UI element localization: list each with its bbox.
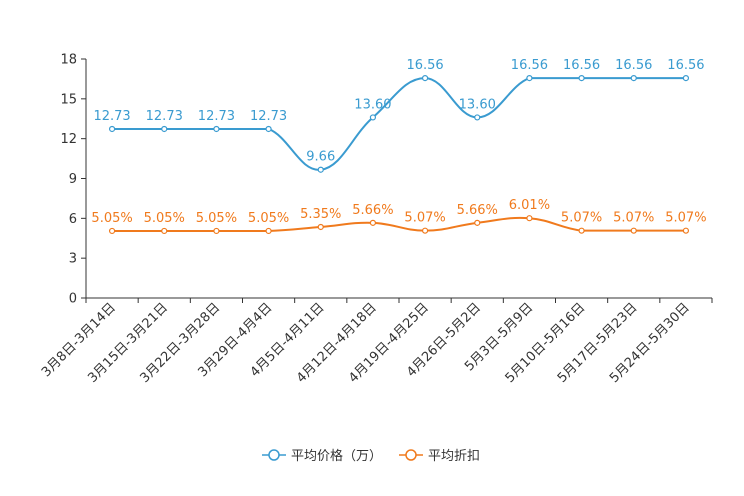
data-point bbox=[421, 227, 429, 234]
data-label: 12.73 bbox=[250, 109, 287, 124]
y-tick-label: 15 bbox=[60, 92, 77, 107]
data-label: 5.66% bbox=[457, 203, 498, 218]
data-point bbox=[213, 125, 220, 133]
data-label: 5.07% bbox=[613, 211, 654, 226]
data-label: 13.60 bbox=[459, 97, 496, 112]
data-label: 16.56 bbox=[615, 58, 652, 73]
y-tick-label: 3 bbox=[69, 252, 77, 267]
data-label: 16.56 bbox=[406, 58, 443, 73]
y-tick-label: 0 bbox=[69, 292, 77, 307]
data-label: 5.05% bbox=[91, 211, 132, 226]
data-label: 5.05% bbox=[196, 211, 237, 226]
legend-marker bbox=[268, 449, 280, 461]
data-label: 6.01% bbox=[509, 198, 550, 213]
data-point bbox=[682, 227, 690, 234]
data-point bbox=[213, 227, 220, 235]
data-point bbox=[474, 219, 481, 226]
data-point bbox=[317, 223, 324, 231]
data-point bbox=[474, 114, 481, 121]
series-lines bbox=[112, 77, 686, 232]
data-point bbox=[578, 75, 585, 82]
data-label: 5.07% bbox=[404, 211, 445, 226]
y-tick-label: 12 bbox=[60, 132, 77, 147]
data-label: 5.66% bbox=[352, 203, 393, 218]
data-point bbox=[265, 125, 272, 133]
data-point bbox=[108, 227, 116, 235]
data-point bbox=[161, 227, 168, 235]
data-point bbox=[265, 227, 272, 235]
data-point bbox=[682, 75, 690, 82]
data-label: 16.56 bbox=[511, 58, 548, 73]
legend-label: 平均价格（万） bbox=[291, 448, 382, 464]
data-label: 12.73 bbox=[93, 109, 130, 124]
y-tick-label: 9 bbox=[69, 172, 77, 187]
data-label: 12.73 bbox=[198, 109, 235, 124]
data-point bbox=[421, 75, 429, 82]
data-point bbox=[108, 125, 116, 133]
data-point bbox=[526, 215, 533, 222]
data-label: 16.56 bbox=[667, 58, 704, 73]
data-point bbox=[526, 75, 533, 82]
data-point bbox=[317, 166, 324, 173]
y-tick-label: 18 bbox=[60, 53, 77, 68]
legend: 平均价格（万） 平均折扣 bbox=[262, 448, 480, 464]
data-point bbox=[630, 75, 637, 82]
data-point bbox=[369, 114, 377, 121]
data-label: 16.56 bbox=[563, 58, 600, 73]
y-tick-label: 6 bbox=[69, 212, 77, 227]
data-point bbox=[369, 219, 377, 226]
series-points bbox=[108, 75, 690, 235]
data-label: 5.05% bbox=[144, 211, 185, 226]
series-labels: 12.73 12.73 12.73 12.73 9.66 13.60 16.56 13.60 1… bbox=[91, 58, 706, 226]
data-label: 5.07% bbox=[665, 211, 706, 226]
data-point bbox=[578, 227, 585, 234]
data-label: 5.05% bbox=[248, 211, 289, 226]
data-label: 13.60 bbox=[354, 97, 391, 112]
legend-label: 平均折扣 bbox=[428, 449, 480, 464]
legend-marker bbox=[405, 449, 417, 461]
data-label: 5.07% bbox=[561, 211, 602, 226]
data-label: 12.73 bbox=[146, 109, 183, 124]
series-line-1 bbox=[112, 216, 686, 232]
data-label: 5.35% bbox=[300, 207, 341, 222]
data-label: 9.66 bbox=[306, 150, 335, 165]
data-point bbox=[630, 227, 637, 234]
data-point bbox=[161, 125, 168, 133]
